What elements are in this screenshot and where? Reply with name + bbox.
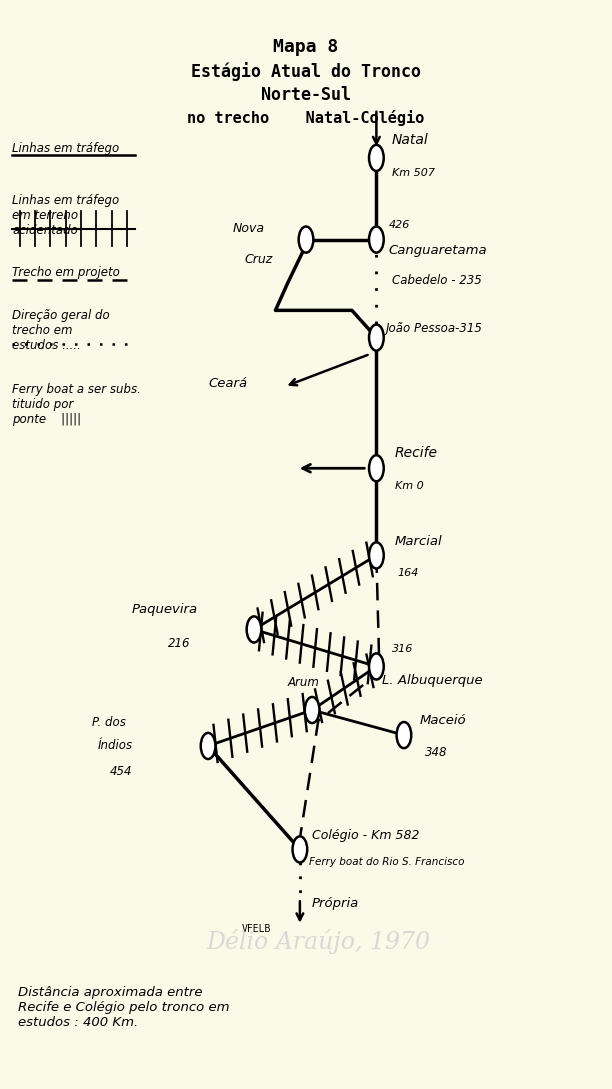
Text: L. Albuquerque: L. Albuquerque [382,674,483,687]
Text: Marcial: Marcial [395,535,442,548]
Circle shape [369,325,384,351]
Text: Distância aproximada entre
Recife e Colégio pelo tronco em
estudos : 400 Km.: Distância aproximada entre Recife e Colé… [18,986,230,1028]
Text: Norte-Sul: Norte-Sul [261,86,351,105]
Text: Km 0: Km 0 [395,480,424,491]
Text: Direção geral do
trecho em
estudos .....: Direção geral do trecho em estudos ..... [12,309,110,352]
Circle shape [305,697,319,723]
Circle shape [369,542,384,568]
Text: Paquevira: Paquevira [132,603,198,616]
Text: 216: 216 [168,637,191,650]
Circle shape [293,836,307,862]
Text: Ceará: Ceará [208,377,247,390]
Text: Colégio - Km 582: Colégio - Km 582 [312,829,420,842]
Text: Própria: Própria [312,897,359,910]
Text: Recife: Recife [395,446,438,460]
Text: 454: 454 [110,764,133,778]
Text: 348: 348 [425,746,448,759]
Circle shape [397,722,411,748]
Circle shape [369,455,384,481]
Text: 426: 426 [389,220,410,231]
Text: Cabedelo - 235: Cabedelo - 235 [392,274,482,287]
Text: VFELB: VFELB [242,923,271,934]
Text: Délio Araújo, 1970: Délio Araújo, 1970 [206,930,430,954]
Text: Estágio Atual do Tronco: Estágio Atual do Tronco [191,62,421,81]
Text: Linhas em tráfego: Linhas em tráfego [12,142,119,155]
Text: Arum: Arum [288,676,319,689]
Circle shape [201,733,215,759]
Text: Trecho em projeto: Trecho em projeto [12,266,120,279]
Text: Linhas em tráfego
em terreno
acidentado: Linhas em tráfego em terreno acidentado [12,194,119,236]
Circle shape [247,616,261,643]
Text: Canguaretama: Canguaretama [389,244,487,257]
Circle shape [369,653,384,680]
Text: 164: 164 [398,567,419,578]
Text: João Pessoa-315: João Pessoa-315 [386,322,482,335]
Text: Mapa 8: Mapa 8 [274,38,338,57]
Text: Ferry boat do Rio S. Francisco: Ferry boat do Rio S. Francisco [309,857,465,868]
Text: Km 507: Km 507 [392,168,435,179]
Circle shape [369,145,384,171]
Text: Cruz: Cruz [245,253,273,266]
Circle shape [369,227,384,253]
Text: P. dos: P. dos [92,715,125,729]
Text: Ferry boat a ser subs.
tituido por
ponte    |||||: Ferry boat a ser subs. tituido por ponte… [12,383,141,426]
Text: Natal: Natal [392,134,428,147]
Text: no trecho    Natal-Colégio: no trecho Natal-Colégio [187,110,425,126]
Text: Índios: Índios [98,739,133,752]
Text: Maceió: Maceió [419,714,466,727]
Text: 316: 316 [392,644,413,654]
Circle shape [299,227,313,253]
Text: Nova: Nova [233,222,264,235]
